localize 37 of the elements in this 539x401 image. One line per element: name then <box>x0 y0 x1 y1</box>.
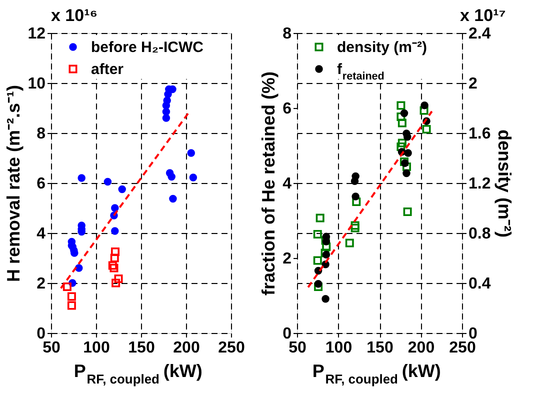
y-tick-label: 4 <box>282 176 292 192</box>
x-tick-label: 250 <box>218 340 245 356</box>
x-tick-label: 50 <box>42 340 60 356</box>
x-tick-label: 150 <box>128 340 155 356</box>
x-tick-label: 100 <box>325 340 352 356</box>
y2-tick-label: 1.2 <box>468 176 491 192</box>
text: x 10¹⁷ <box>460 6 506 25</box>
x-tick-label: 50 <box>288 340 306 356</box>
x-tick-label: 100 <box>83 340 110 356</box>
legend-label: after <box>91 61 124 78</box>
y2-tick-label: 0.8 <box>468 226 491 242</box>
y2-tick-label: 1.6 <box>468 126 491 142</box>
y-tick-label: 8 <box>282 26 292 42</box>
x-tick-label: 200 <box>408 340 435 356</box>
legend-label: before H₂-ICWC <box>91 39 204 56</box>
y-tick-label: 6 <box>36 176 46 192</box>
y2-tick-label: 0 <box>468 326 478 342</box>
y2-tick-label: 0.4 <box>468 276 491 292</box>
y-tick-label: 2 <box>282 250 292 268</box>
y2-axis-title: density (m⁻²) <box>494 129 515 238</box>
y-tick-label: 0 <box>36 326 46 342</box>
legend-label: density (m⁻²) <box>337 39 428 56</box>
text: x 10¹⁶ <box>51 6 98 25</box>
y-tick-label: 4 <box>36 226 46 242</box>
y-tick-label: 6 <box>282 100 292 118</box>
y-tick-label: 10 <box>28 76 46 92</box>
y2-tick-label: 2 <box>468 76 478 92</box>
x-tick-label: 200 <box>173 340 200 356</box>
y-axis-title: H removal rate (m⁻².s⁻¹) <box>4 84 24 282</box>
y-tick-label: 12 <box>28 26 46 42</box>
x-tick-label: 250 <box>449 340 476 356</box>
y-axis-title: fraction of He retained (%) <box>258 71 279 296</box>
x-tick-label: 150 <box>366 340 394 356</box>
y-tick-label: 0 <box>282 326 292 342</box>
y-tick-label: 2 <box>36 276 46 292</box>
y-tick-label: 8 <box>36 126 46 142</box>
y2-tick-label: 2.4 <box>468 26 491 42</box>
